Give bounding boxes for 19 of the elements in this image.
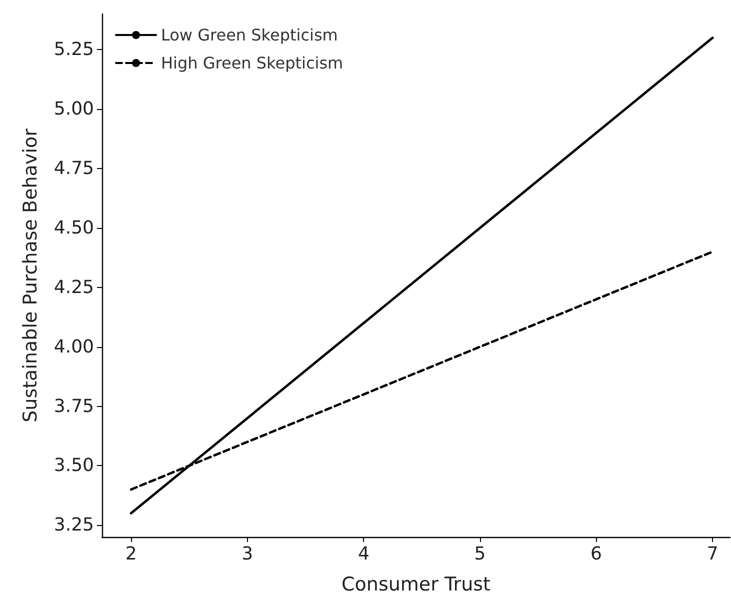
x-tick-label: 2 <box>125 544 137 564</box>
x-tick-label: 7 <box>706 544 718 564</box>
y-tick-label: 5.25 <box>54 39 94 60</box>
y-axis-title: Sustainable Purchase Behavior <box>20 128 42 422</box>
y-tick-label: 3.50 <box>54 455 94 476</box>
x-tick-label: 4 <box>358 544 370 564</box>
legend-label: High Green Skepticism <box>161 54 344 72</box>
x-tick-label: 5 <box>474 544 486 564</box>
y-tick-label: 4.00 <box>54 336 94 358</box>
y-tick-label: 3.25 <box>54 514 94 536</box>
x-tick-label: 6 <box>590 544 602 564</box>
y-tick-label: 4.50 <box>54 217 94 238</box>
y-tick-label: 3.75 <box>54 396 94 417</box>
y-tick-label: 4.75 <box>54 158 94 180</box>
y-tick-label: 4.25 <box>54 276 94 298</box>
legend-label: Low Green Skepticism <box>161 26 338 44</box>
y-tick-label: 5.00 <box>54 98 94 120</box>
x-axis-title: Consumer Trust <box>342 574 490 596</box>
x-tick-label: 3 <box>242 544 254 564</box>
